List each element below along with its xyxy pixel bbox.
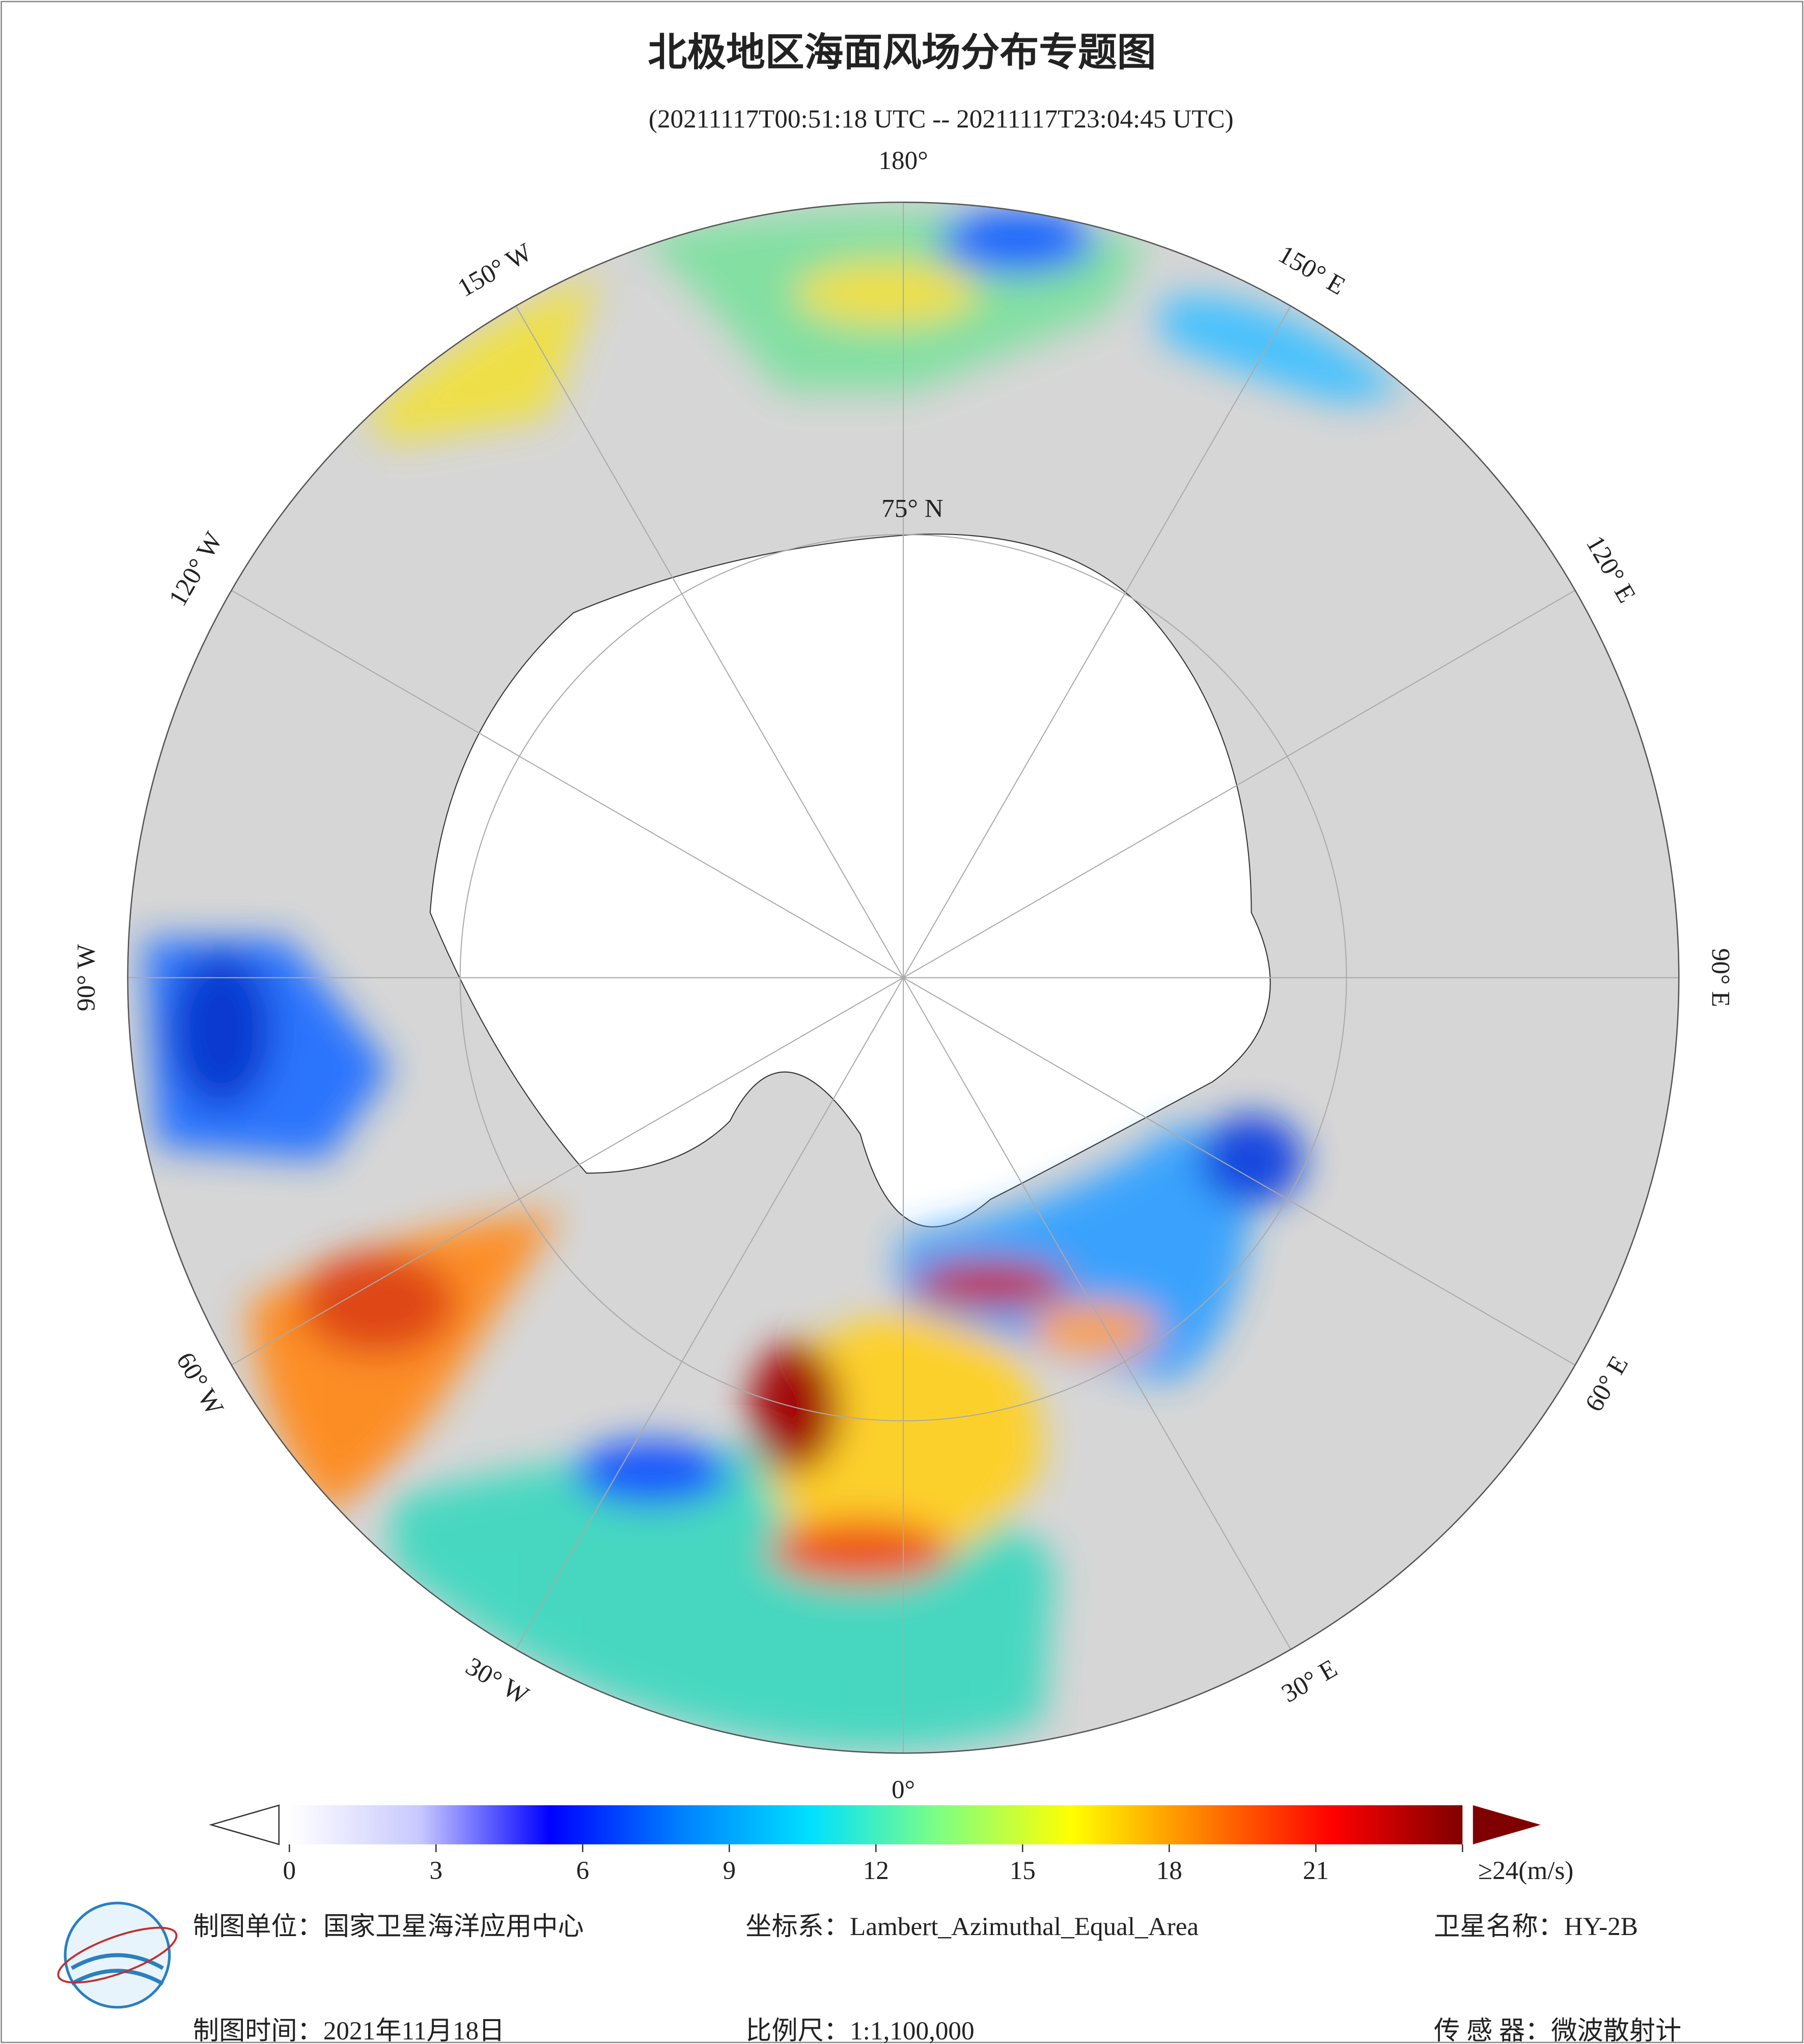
footer-text: 卫星名称：HY-2B — [1434, 1912, 1638, 1941]
map-body — [127, 202, 1679, 1753]
meridian-label: 90° W — [72, 944, 101, 1012]
colorbar-ramp — [289, 1805, 1463, 1844]
graticule — [127, 202, 1679, 1753]
footer-text: 坐标系：Lambert_Azimuthal_Equal_Area — [745, 1912, 1199, 1941]
colorbar-tick-label: 18 — [1156, 1856, 1182, 1885]
map-subtitle: (20211117T00:51:18 UTC -- 20211117T23:04… — [649, 104, 1234, 133]
footer-text: 制图时间：2021年11月18日 — [193, 2017, 505, 2044]
colorbar-tick-label: 6 — [576, 1856, 590, 1885]
colorbar-tick-label: ≥24(m/s) — [1478, 1856, 1573, 1885]
colorbar-tick-label: 12 — [863, 1856, 889, 1885]
map-border — [127, 201, 1680, 1754]
colorbar-tick-label: 9 — [723, 1856, 736, 1885]
parallel-label: 75° N — [881, 494, 943, 523]
meridian-label: 0° — [892, 1775, 915, 1804]
colorbar-tick-label: 0 — [283, 1856, 296, 1885]
wind-field — [143, 209, 1408, 1751]
footer: 制图单位：国家卫星海洋应用中心 坐标系：Lambert_Azimuthal_Equ… — [193, 1912, 1681, 2044]
ice-ocean — [429, 534, 1271, 1227]
footer-text: 制图单位：国家卫星海洋应用中心 — [193, 1912, 584, 1941]
meridian-label: 90° E — [1706, 948, 1735, 1007]
colorbar-tick-label: 21 — [1303, 1856, 1329, 1885]
logo — [57, 1901, 178, 2009]
map-title: 北极地区海面风场分布专题图 — [648, 30, 1156, 75]
colorbar-over — [1473, 1805, 1541, 1844]
colorbar-tick-label: 3 — [430, 1856, 443, 1885]
colorbar-under — [209, 1804, 280, 1845]
footer-text: 比例尺：1:1,100,000 — [745, 2017, 974, 2044]
meridian-label: 180° — [878, 146, 928, 175]
colorbar-tick-label: 15 — [1010, 1856, 1036, 1885]
footer-text: 传 感 器：微波散射计 — [1434, 2017, 1681, 2044]
colorbar: 0 3 6 9 12 15 18 21 ≥24(m/s) — [209, 1804, 1573, 1885]
